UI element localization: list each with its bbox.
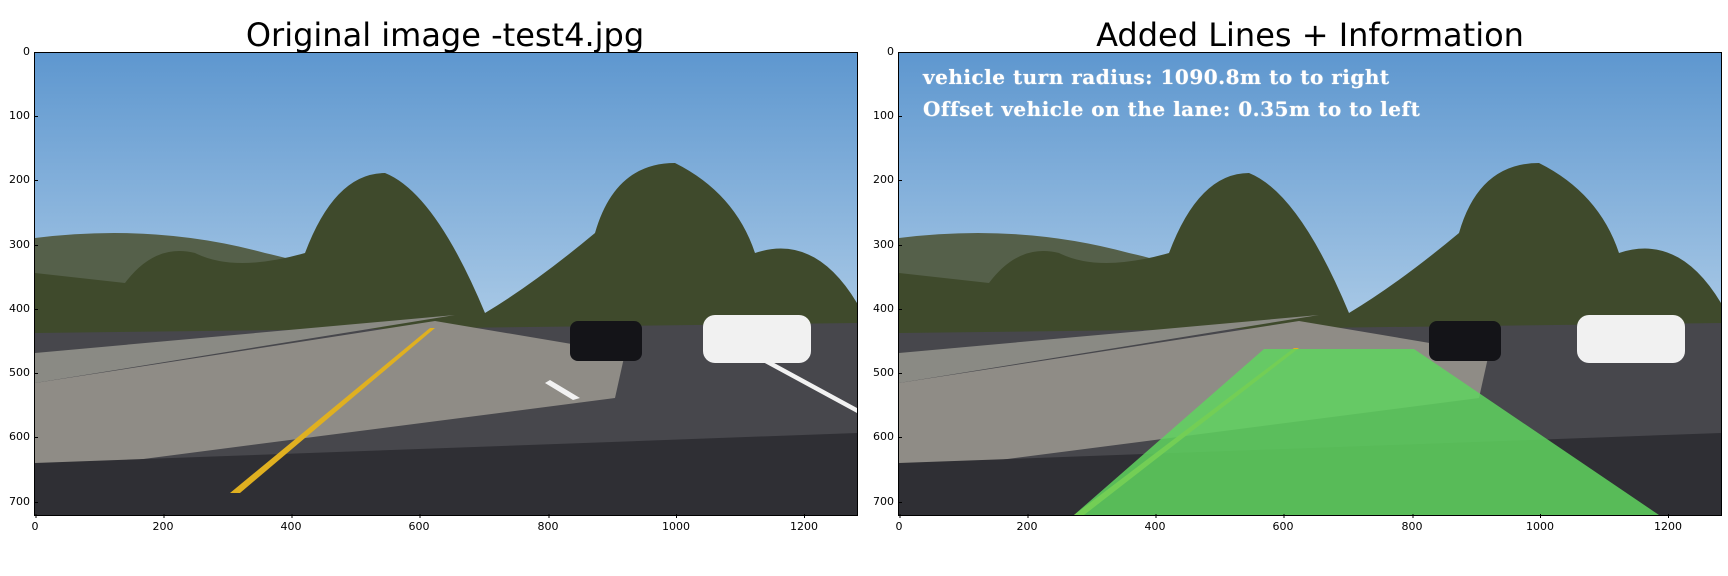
y-tick-700: 700 [6, 495, 38, 508]
x-tick-600: 600 [1272, 514, 1294, 533]
y-tick-0: 0 [870, 45, 902, 58]
white-lane-right [763, 358, 857, 413]
right-panel-title: Added Lines + Information [1096, 16, 1524, 54]
x-tick-0: 0 [895, 514, 903, 533]
detected-lane-overlay [1074, 349, 1659, 515]
x-tick-400: 400 [280, 514, 302, 533]
x-tick-800: 800 [1401, 514, 1423, 533]
left-barrier [35, 315, 455, 383]
white-car [1577, 315, 1685, 363]
x-tick-1200: 1200 [1654, 514, 1682, 533]
trees [35, 163, 857, 343]
x-tick-200: 200 [1016, 514, 1038, 533]
y-tick-400: 400 [870, 302, 902, 315]
y-tick-700: 700 [870, 495, 902, 508]
annotated-road-scene [899, 53, 1721, 515]
trees [899, 163, 1721, 343]
original-road-scene [35, 53, 857, 515]
left-panel-title: Original image -test4.jpg [245, 16, 645, 54]
y-tick-500: 500 [870, 366, 902, 379]
y-tick-600: 600 [6, 430, 38, 443]
white-car [703, 315, 811, 363]
x-tick-1200: 1200 [790, 514, 818, 533]
x-tick-1000: 1000 [662, 514, 690, 533]
left-barrier [899, 315, 1319, 383]
road-shadow [35, 433, 857, 515]
x-tick-600: 600 [408, 514, 430, 533]
y-tick-300: 300 [870, 238, 902, 251]
road-pale-surface [35, 321, 625, 473]
annotated-road-image: vehicle turn radius: 1090.8m to to right… [898, 52, 1722, 516]
y-tick-500: 500 [6, 366, 38, 379]
x-tick-0: 0 [31, 514, 39, 533]
lane-offset-text: Offset vehicle on the lane: 0.35m to to … [923, 97, 1421, 121]
y-tick-300: 300 [6, 238, 38, 251]
y-tick-600: 600 [870, 430, 902, 443]
x-tick-400: 400 [1144, 514, 1166, 533]
original-road-image [34, 52, 858, 516]
y-tick-0: 0 [6, 45, 38, 58]
black-car [570, 321, 642, 361]
black-car [1429, 321, 1501, 361]
x-tick-800: 800 [537, 514, 559, 533]
white-lane-dash [545, 380, 580, 400]
x-tick-1000: 1000 [1526, 514, 1554, 533]
y-tick-100: 100 [6, 109, 38, 122]
y-tick-100: 100 [870, 109, 902, 122]
y-tick-200: 200 [870, 173, 902, 186]
x-tick-200: 200 [152, 514, 174, 533]
y-tick-200: 200 [6, 173, 38, 186]
turn-radius-text: vehicle turn radius: 1090.8m to to right [923, 65, 1390, 89]
yellow-lane-line [230, 328, 435, 493]
y-tick-400: 400 [6, 302, 38, 315]
